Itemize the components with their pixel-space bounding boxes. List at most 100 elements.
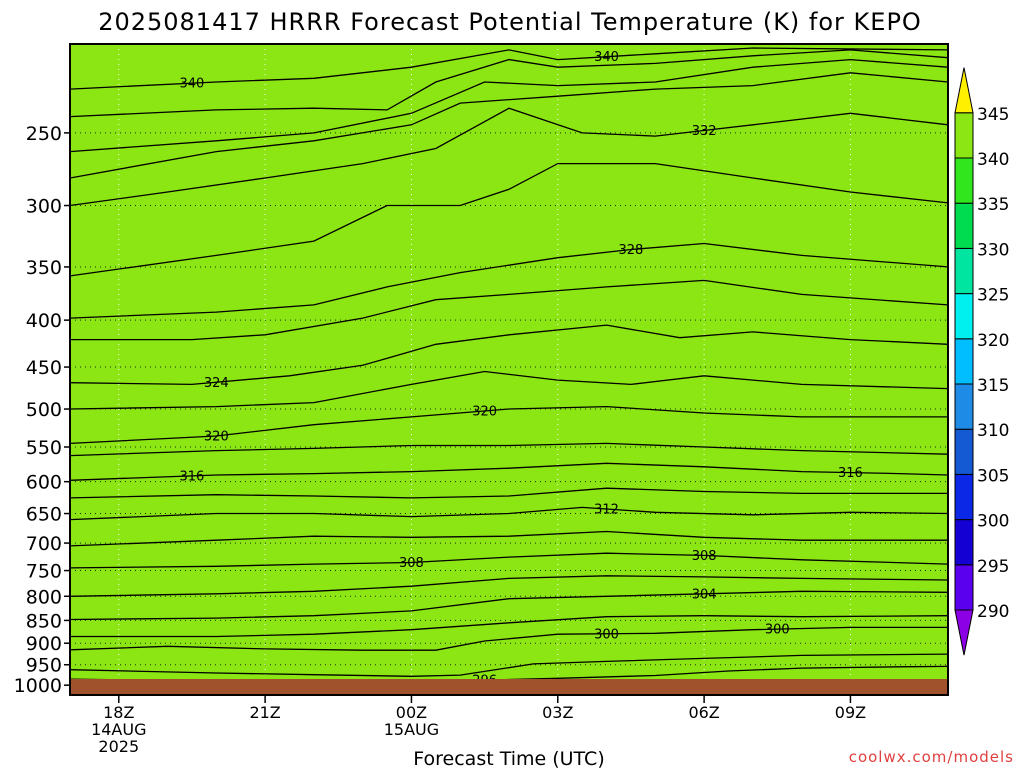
contour-label-340: 340 bbox=[594, 50, 619, 65]
svg-text:340: 340 bbox=[180, 77, 205, 92]
svg-text:312: 312 bbox=[594, 503, 619, 518]
x-tick-label-6-1: 15AUG bbox=[384, 720, 439, 739]
contour-322 bbox=[70, 370, 948, 410]
y-tick-label-800: 800 bbox=[26, 586, 62, 608]
svg-text:320: 320 bbox=[204, 429, 229, 444]
contour-298 bbox=[70, 653, 948, 677]
contour-320 bbox=[70, 405, 948, 445]
colorbar-label-345: 345 bbox=[977, 105, 1009, 125]
y-tick-label-550: 550 bbox=[26, 437, 62, 459]
contour-label-328: 328 bbox=[619, 243, 644, 258]
contour-label-324: 324 bbox=[204, 376, 229, 391]
svg-text:332: 332 bbox=[692, 124, 717, 139]
colorbar-label-290: 290 bbox=[977, 602, 1009, 622]
contour-label-320: 320 bbox=[472, 405, 497, 420]
y-tick-label-750: 750 bbox=[26, 561, 62, 583]
plot-frame bbox=[69, 43, 949, 696]
svg-text:308: 308 bbox=[692, 549, 717, 564]
contour-300 bbox=[70, 626, 948, 651]
contour-label-308-b: 308 bbox=[692, 549, 717, 564]
contour-302 bbox=[70, 615, 948, 638]
fill-band-340 bbox=[70, 48, 948, 695]
contour-label-304: 304 bbox=[692, 587, 717, 602]
contour-324 bbox=[70, 324, 948, 386]
colorbar-segment-305 bbox=[954, 428, 974, 475]
grid-layer bbox=[70, 44, 948, 695]
contour-316 bbox=[70, 462, 948, 481]
y-tick-label-500: 500 bbox=[26, 399, 62, 421]
svg-text:328: 328 bbox=[619, 243, 644, 258]
contour-314 bbox=[70, 487, 948, 499]
colorbar-segment-320 bbox=[954, 293, 974, 340]
colorbar-label-315: 315 bbox=[977, 376, 1009, 396]
contour-318 bbox=[70, 442, 948, 457]
svg-text:340: 340 bbox=[594, 50, 619, 65]
contour-label-308: 308 bbox=[399, 556, 424, 571]
colorbar-segment-310 bbox=[954, 383, 974, 430]
contour-338 bbox=[70, 49, 948, 118]
contour-label-300: 300 bbox=[594, 627, 619, 642]
contour-336 bbox=[70, 58, 948, 153]
contour-312 bbox=[70, 506, 948, 521]
contour-308 bbox=[70, 552, 948, 569]
x-tick-label-12-0: 06Z bbox=[688, 703, 719, 722]
contour-304 bbox=[70, 590, 948, 621]
contour-label-316: 316 bbox=[180, 469, 205, 484]
y-tick-label-900: 900 bbox=[26, 633, 62, 655]
terrain bbox=[70, 679, 948, 695]
colorbar-extend-low bbox=[954, 609, 974, 656]
contour-layer: 2963003003043083083123163163203203243283… bbox=[70, 47, 948, 689]
colorbar-segment-330 bbox=[954, 202, 974, 249]
colorbar-segment-340 bbox=[954, 112, 974, 159]
y-tick-label-600: 600 bbox=[26, 472, 62, 494]
colorbar-label-340: 340 bbox=[977, 150, 1009, 170]
y-tick-label-250: 250 bbox=[26, 123, 62, 145]
y-tick-label-1000: 1000 bbox=[14, 675, 62, 697]
colorbar-label-305: 305 bbox=[977, 466, 1009, 486]
watermark: coolwx.com/models bbox=[849, 748, 1014, 766]
plot-area: 2963003003043083083123163163203203243283… bbox=[70, 44, 948, 695]
contour-label-332: 332 bbox=[692, 124, 717, 139]
chart-title: 2025081417 HRRR Forecast Potential Tempe… bbox=[98, 8, 922, 36]
x-tick-label-9-0: 03Z bbox=[542, 703, 573, 722]
contour-310 bbox=[70, 530, 948, 547]
contour-label-340-b: 340 bbox=[180, 77, 205, 92]
colorbar-label-335: 335 bbox=[977, 195, 1009, 215]
y-tick-label-950: 950 bbox=[26, 655, 62, 677]
y-tick-label-300: 300 bbox=[26, 196, 62, 218]
colorbar-segment-315 bbox=[954, 338, 974, 385]
colorbar-segment-295 bbox=[954, 519, 974, 566]
x-tick-label-6-0: 00Z bbox=[396, 703, 427, 722]
colorbar-label-295: 295 bbox=[977, 557, 1009, 577]
contour-label-316-b: 316 bbox=[838, 466, 863, 481]
x-axis-label: Forecast Time (UTC) bbox=[413, 748, 604, 768]
contour-340 bbox=[70, 47, 948, 90]
svg-text:304: 304 bbox=[692, 587, 717, 602]
x-tick-label-0-0: 18Z bbox=[103, 703, 134, 722]
contour-330 bbox=[70, 162, 948, 277]
colorbar-segment-325 bbox=[954, 247, 974, 295]
colorbar-label-310: 310 bbox=[977, 421, 1009, 441]
svg-text:300: 300 bbox=[594, 627, 619, 642]
temperature-fill-layer bbox=[70, 44, 948, 695]
colorbar-segment-335 bbox=[954, 157, 974, 204]
svg-text:324: 324 bbox=[204, 376, 229, 391]
colorbar-segment-300 bbox=[954, 473, 974, 521]
x-tick-label-15-0: 09Z bbox=[835, 703, 866, 722]
svg-text:300: 300 bbox=[765, 623, 790, 638]
svg-text:316: 316 bbox=[180, 469, 205, 484]
y-tick-label-450: 450 bbox=[26, 357, 62, 379]
colorbar-extend-high bbox=[954, 67, 974, 114]
x-tick-label-0-1: 14AUG bbox=[91, 720, 146, 739]
colorbar-label-320: 320 bbox=[977, 331, 1009, 351]
contour-326 bbox=[70, 279, 948, 341]
contour-label-320-b: 320 bbox=[204, 429, 229, 444]
svg-text:316: 316 bbox=[838, 466, 863, 481]
svg-text:308: 308 bbox=[399, 556, 424, 571]
y-tick-label-650: 650 bbox=[26, 504, 62, 526]
y-axis: 2503003504004505005506006507007508008509… bbox=[14, 123, 70, 697]
colorbar-segment-290 bbox=[954, 564, 974, 611]
contour-328 bbox=[70, 242, 948, 319]
svg-text:320: 320 bbox=[472, 405, 497, 420]
colorbar: 290 295 300 305 310 315 320 325 330 335 340 345 bbox=[954, 67, 1009, 656]
